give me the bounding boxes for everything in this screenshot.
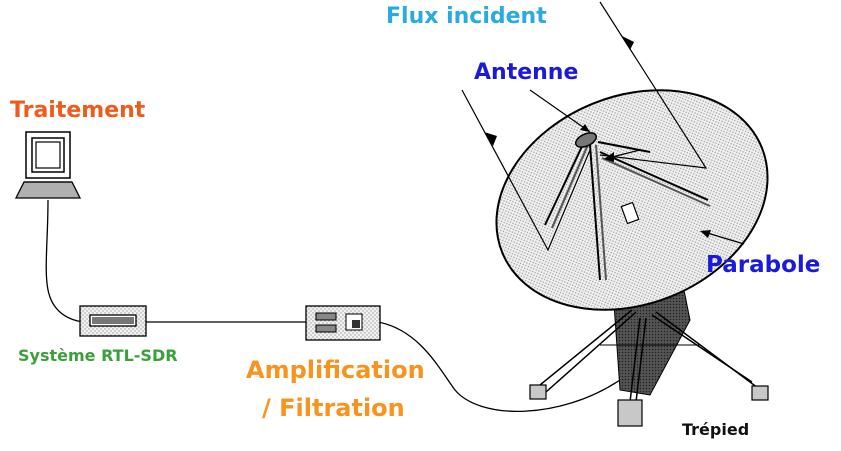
cable-computer-to-sdr [45, 199, 85, 323]
computer-icon [14, 131, 82, 199]
cable-amplifier-to-dish [377, 321, 621, 412]
antenna-pointer-arrow [529, 89, 641, 162]
label-traitement: Traitement [10, 98, 146, 123]
parabolic-dish-icon [495, 89, 769, 311]
incident-flux-rays [461, 1, 708, 252]
label-trepied: Trépied [682, 420, 750, 439]
label-systeme-rtl-sdr: Système RTL-SDR [18, 346, 178, 365]
parabole-pointer-arrow [700, 230, 745, 245]
rtl-sdr-device-icon [79, 305, 147, 337]
label-antenne: Antenne [474, 60, 579, 85]
label-parabole: Parabole [706, 252, 821, 278]
label-flux-incident: Flux incident [386, 4, 547, 29]
label-filtration: / Filtration [262, 394, 405, 422]
amplifier-filter-device-icon [305, 305, 381, 341]
label-amplification: Amplification [246, 356, 425, 384]
